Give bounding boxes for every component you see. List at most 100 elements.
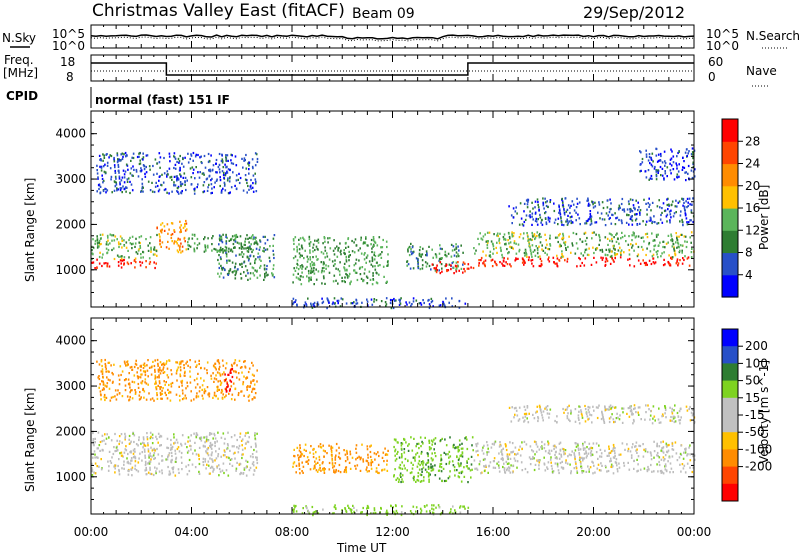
- colorbar-swatch: [722, 449, 738, 468]
- colorbar-swatch: [722, 274, 738, 298]
- colorbar-swatch: [722, 415, 738, 433]
- power-band: [508, 197, 695, 227]
- colorbar-tick-label: 100: [745, 356, 768, 370]
- freq-tick-bottom: 8: [66, 70, 74, 84]
- power-band: [292, 235, 389, 286]
- power-band: [473, 231, 695, 259]
- power-band: [96, 151, 259, 195]
- colorbar-swatch: [722, 346, 738, 364]
- time-axis: 00:00 04:00 08:00 12:00 16:00 20:00 00:00: [74, 25, 712, 539]
- colorbar-tick-label: 8: [745, 246, 753, 260]
- power-band: [156, 219, 188, 254]
- colorbar-tick-label: 12: [745, 223, 760, 237]
- range-tick-label: 1000: [55, 263, 86, 277]
- time-tick-label: 20:00: [576, 525, 611, 539]
- range-tick-label: 4000: [55, 127, 86, 141]
- colorbar-tick-label: 4: [745, 268, 753, 282]
- power-band: [292, 297, 467, 310]
- velocity-band: [224, 367, 234, 393]
- cpid-label: CPID: [6, 89, 38, 103]
- colorbar-tick-label: -50: [745, 425, 765, 439]
- power-band: [187, 233, 258, 254]
- beam-label: Beam 09: [352, 6, 415, 22]
- colorbar-tick-label: 20: [745, 179, 760, 193]
- velocity-ylabel: Slant Range [km]: [23, 388, 37, 492]
- power-ylabel: Slant Range [km]: [23, 178, 37, 282]
- velocity-colorbar-label: Velocity [m s^-1]: [757, 360, 771, 464]
- colorbar-tick-label: 200: [745, 339, 768, 353]
- colorbar-swatch: [722, 119, 738, 142]
- colorbar-swatch: [722, 329, 738, 347]
- colorbar-tick-label: 16: [745, 201, 760, 215]
- time-xlabel: Time UT: [336, 541, 387, 554]
- power-y-axis: 1000 2000 3000 4000: [55, 110, 694, 293]
- velocity-band: [91, 431, 259, 477]
- colorbar-swatch: [722, 483, 738, 502]
- time-tick-label: 08:00: [275, 525, 310, 539]
- velocity-band: [508, 404, 696, 425]
- power-data-layer: [91, 147, 696, 310]
- range-tick-label: 1000: [55, 470, 86, 484]
- velocity-band: [96, 358, 258, 402]
- velocity-data-layer: [91, 358, 696, 517]
- colorbar-tick-label: 50: [745, 374, 760, 388]
- range-tick-label: 4000: [55, 334, 86, 348]
- power-band: [478, 256, 691, 268]
- time-tick-label: 16:00: [476, 525, 511, 539]
- power-colorbar-label: Power [dB]: [757, 185, 771, 250]
- nsearch-tick-top: 10^5: [706, 27, 739, 41]
- power-band: [91, 233, 158, 261]
- colorbar-tick-label: 24: [745, 157, 760, 171]
- freq-trace: [91, 62, 694, 76]
- velocity-band: [393, 436, 474, 484]
- colorbar-swatch: [722, 252, 738, 276]
- colorbar-swatch: [722, 163, 738, 187]
- nsky-label: N.Sky: [2, 31, 36, 45]
- nave-label: Nave: [746, 64, 777, 78]
- station-title: Christmas Valley East (fitACF): [92, 1, 345, 21]
- power-colorbar: 4 8 12 16 20 24 28: [721, 118, 760, 298]
- colorbar-swatch: [722, 432, 738, 450]
- velocity-y-axis: 1000 2000 3000 4000: [55, 317, 694, 500]
- nsearch-tick-bottom: 10^0: [706, 39, 739, 53]
- range-tick-label: 3000: [55, 172, 86, 186]
- time-tick-label: 00:00: [677, 525, 712, 539]
- range-tick-label: 2000: [55, 424, 86, 438]
- colorbar-swatch: [722, 466, 738, 485]
- freq-label-2: [MHz]: [3, 66, 38, 80]
- colorbar-swatch: [722, 208, 738, 231]
- colorbar-swatch: [722, 363, 738, 382]
- velocity-band: [292, 442, 389, 475]
- colorbar-tick-label: 15: [745, 391, 760, 405]
- nsky-tick-top: 10^5: [52, 27, 85, 41]
- power-band: [91, 258, 157, 270]
- time-tick-label: 04:00: [174, 525, 209, 539]
- range-tick-label: 2000: [55, 217, 86, 231]
- velocity-band: [473, 440, 696, 475]
- colorbar-swatch: [722, 380, 738, 399]
- time-tick-label: 00:00: [74, 525, 109, 539]
- colorbar-swatch: [722, 397, 738, 416]
- power-band: [217, 233, 276, 281]
- nsearch-label: N.Search: [746, 29, 800, 43]
- velocity-colorbar: 200 100 50 15 -15 -50 -100 -200: [721, 328, 772, 502]
- nsky-tick-bottom: 10^0: [52, 39, 85, 53]
- freq-tick-top: 18: [60, 55, 75, 69]
- colorbar-swatch: [722, 185, 738, 209]
- colorbar-swatch: [722, 230, 738, 254]
- power-band: [431, 261, 475, 275]
- freq-label-1: Freq.: [4, 53, 34, 67]
- colorbar-tick-label: 28: [745, 134, 760, 148]
- power-band: [639, 147, 696, 182]
- nsky-trace: [90, 34, 695, 40]
- nave-tick-bottom: 0: [708, 70, 716, 84]
- date-label: 29/Sep/2012: [583, 3, 685, 22]
- cpid-value: normal (fast) 151 IF: [95, 93, 230, 107]
- time-tick-label: 12:00: [375, 525, 410, 539]
- colorbar-tick-label: -200: [745, 460, 772, 474]
- colorbar-swatch: [722, 141, 738, 165]
- nave-tick-top: 60: [708, 55, 723, 69]
- range-tick-label: 3000: [55, 379, 86, 393]
- colorbar-tick-label: -100: [745, 442, 772, 456]
